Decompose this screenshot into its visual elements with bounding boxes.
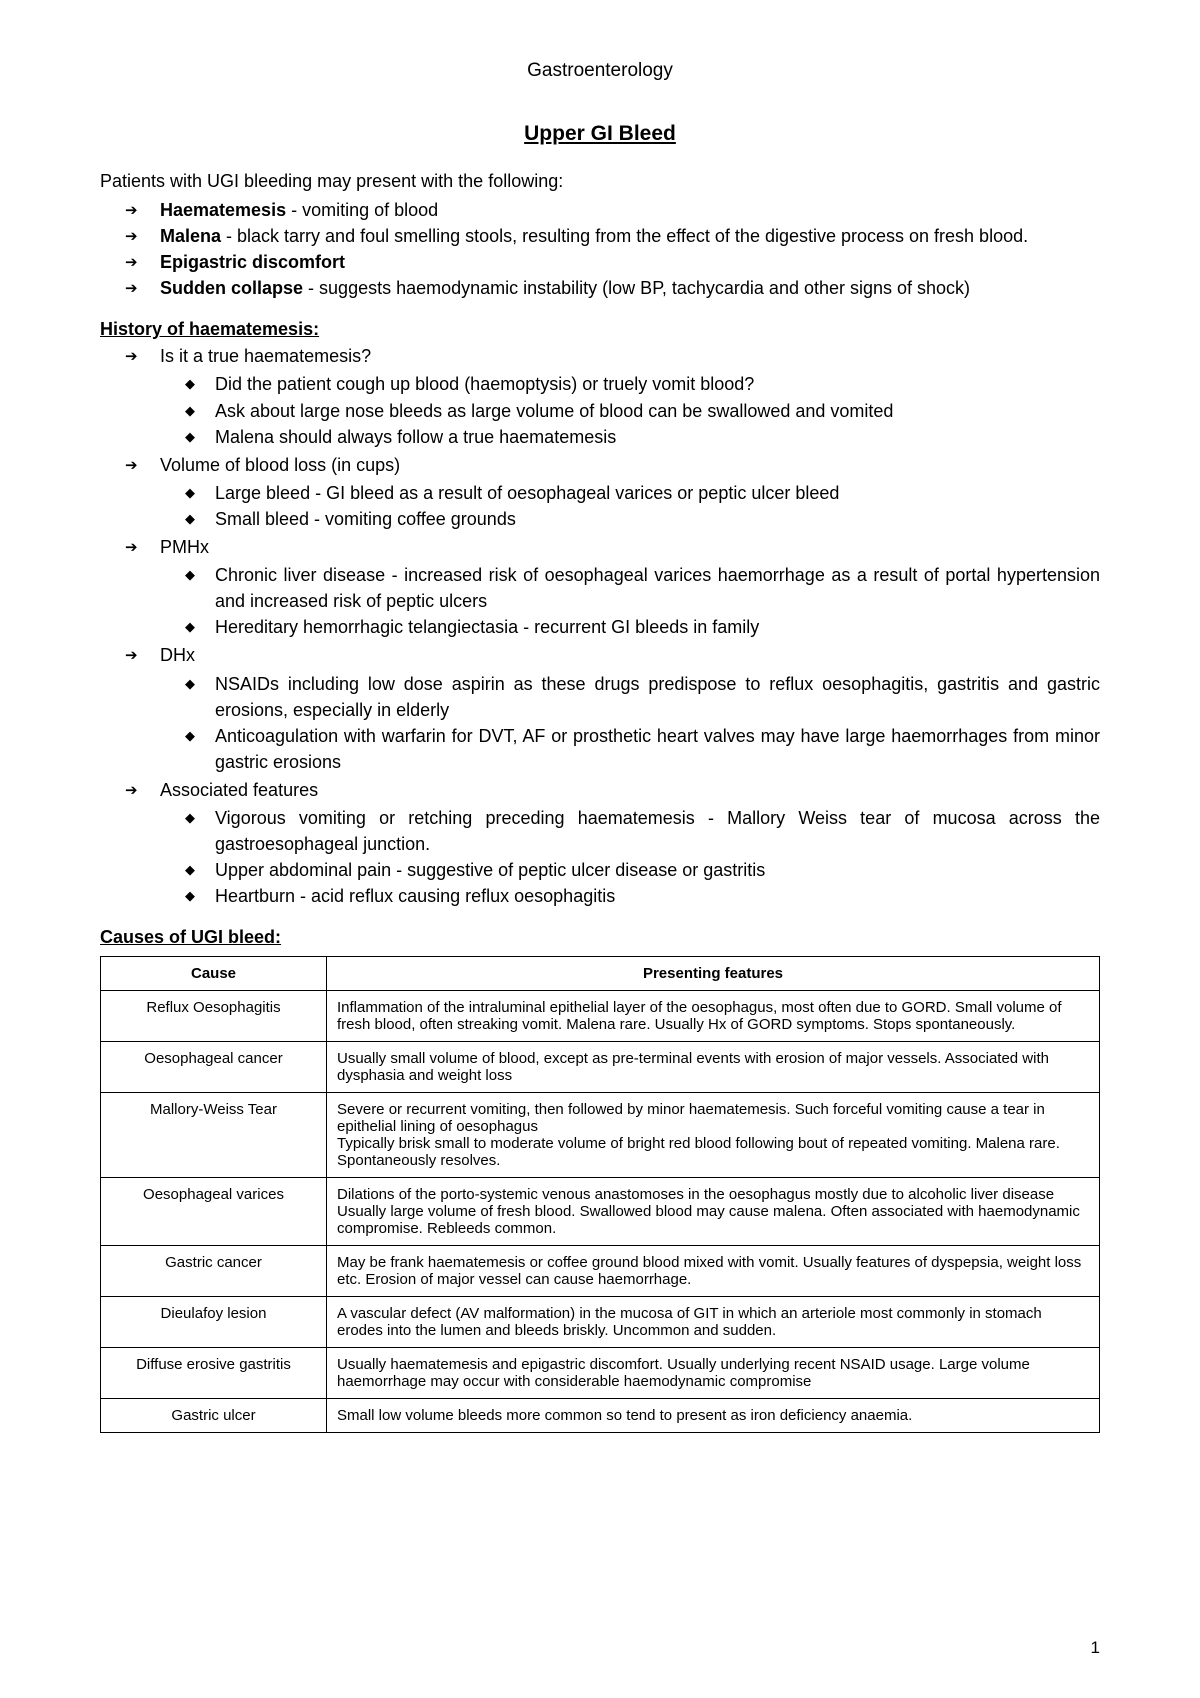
page-title: Upper GI Bleed bbox=[100, 122, 1100, 146]
features-cell: Usually small volume of blood, except as… bbox=[327, 1042, 1100, 1093]
term: Sudden collapse bbox=[160, 278, 303, 298]
list-item: Is it a true haematemesis? Did the patien… bbox=[160, 343, 1100, 449]
list-item: Did the patient cough up blood (haemopty… bbox=[215, 371, 1100, 397]
features-cell: Inflammation of the intraluminal epithel… bbox=[327, 991, 1100, 1042]
list-item: Epigastric discomfort bbox=[160, 249, 1100, 275]
table-row: Oesophageal varicesDilations of the port… bbox=[101, 1178, 1100, 1246]
list-item: Heartburn - acid reflux causing reflux o… bbox=[215, 883, 1100, 909]
list-item: Haematemesis - vomiting of blood bbox=[160, 197, 1100, 223]
cause-cell: Gastric cancer bbox=[101, 1246, 327, 1297]
features-cell: Small low volume bleeds more common so t… bbox=[327, 1399, 1100, 1433]
history-label: Is it a true haematemesis? bbox=[160, 346, 371, 366]
sub-list: Vigorous vomiting or retching preceding … bbox=[160, 805, 1100, 909]
term-desc: - black tarry and foul smelling stools, … bbox=[221, 226, 1028, 246]
term-desc: - suggests haemodynamic instability (low… bbox=[303, 278, 970, 298]
table-row: Dieulafoy lesionA vascular defect (AV ma… bbox=[101, 1297, 1100, 1348]
history-label: DHx bbox=[160, 645, 195, 665]
history-label: Volume of blood loss (in cups) bbox=[160, 455, 400, 475]
cause-cell: Reflux Oesophagitis bbox=[101, 991, 327, 1042]
history-heading: History of haematemesis: bbox=[100, 319, 1100, 340]
cause-cell: Gastric ulcer bbox=[101, 1399, 327, 1433]
history-list: Is it a true haematemesis? Did the patien… bbox=[100, 343, 1100, 909]
causes-heading: Causes of UGI bleed: bbox=[100, 927, 1100, 948]
cause-cell: Oesophageal varices bbox=[101, 1178, 327, 1246]
list-item: Ask about large nose bleeds as large vol… bbox=[215, 398, 1100, 424]
list-item: Chronic liver disease - increased risk o… bbox=[215, 562, 1100, 614]
list-item: Small bleed - vomiting coffee grounds bbox=[215, 506, 1100, 532]
list-item: Anticoagulation with warfarin for DVT, A… bbox=[215, 723, 1100, 775]
table-row: Gastric ulcerSmall low volume bleeds mor… bbox=[101, 1399, 1100, 1433]
term-desc: - vomiting of blood bbox=[286, 200, 438, 220]
page: Gastroenterology Upper GI Bleed Patients… bbox=[0, 0, 1200, 1698]
features-cell: Dilations of the porto-systemic venous a… bbox=[327, 1178, 1100, 1246]
list-item: Sudden collapse - suggests haemodynamic … bbox=[160, 275, 1100, 301]
list-item: Hereditary hemorrhagic telangiectasia - … bbox=[215, 614, 1100, 640]
table-row: Oesophageal cancerUsually small volume o… bbox=[101, 1042, 1100, 1093]
sub-list: Did the patient cough up blood (haemopty… bbox=[160, 371, 1100, 449]
list-item: Upper abdominal pain - suggestive of pep… bbox=[215, 857, 1100, 883]
cause-cell: Mallory-Weiss Tear bbox=[101, 1093, 327, 1178]
sub-list: NSAIDs including low dose aspirin as the… bbox=[160, 671, 1100, 775]
list-item: Volume of blood loss (in cups) Large blee… bbox=[160, 452, 1100, 532]
features-cell: Usually haematemesis and epigastric disc… bbox=[327, 1348, 1100, 1399]
history-label: Associated features bbox=[160, 780, 318, 800]
sub-list: Chronic liver disease - increased risk o… bbox=[160, 562, 1100, 640]
sub-list: Large bleed - GI bleed as a result of oe… bbox=[160, 480, 1100, 532]
intro-text: Patients with UGI bleeding may present w… bbox=[100, 171, 1100, 192]
term: Epigastric discomfort bbox=[160, 252, 345, 272]
list-item: NSAIDs including low dose aspirin as the… bbox=[215, 671, 1100, 723]
features-cell: May be frank haematemesis or coffee grou… bbox=[327, 1246, 1100, 1297]
cause-cell: Oesophageal cancer bbox=[101, 1042, 327, 1093]
table-row: Mallory-Weiss TearSevere or recurrent vo… bbox=[101, 1093, 1100, 1178]
table-header-cause: Cause bbox=[101, 957, 327, 991]
list-item: Malena should always follow a true haema… bbox=[215, 424, 1100, 450]
cause-cell: Diffuse erosive gastritis bbox=[101, 1348, 327, 1399]
list-item: Large bleed - GI bleed as a result of oe… bbox=[215, 480, 1100, 506]
table-row: Reflux OesophagitisInflammation of the i… bbox=[101, 991, 1100, 1042]
presentation-list: Haematemesis - vomiting of bloodMalena -… bbox=[100, 197, 1100, 301]
list-item: Malena - black tarry and foul smelling s… bbox=[160, 223, 1100, 249]
term: Haematemesis bbox=[160, 200, 286, 220]
causes-table: Cause Presenting features Reflux Oesopha… bbox=[100, 956, 1100, 1433]
features-cell: Severe or recurrent vomiting, then follo… bbox=[327, 1093, 1100, 1178]
list-item: Vigorous vomiting or retching preceding … bbox=[215, 805, 1100, 857]
table-row: Gastric cancerMay be frank haematemesis … bbox=[101, 1246, 1100, 1297]
list-item: Associated features Vigorous vomiting or … bbox=[160, 777, 1100, 909]
list-item: PMHx Chronic liver disease - increased ri… bbox=[160, 534, 1100, 640]
list-item: DHx NSAIDs including low dose aspirin as … bbox=[160, 642, 1100, 774]
table-header-features: Presenting features bbox=[327, 957, 1100, 991]
top-header: Gastroenterology bbox=[100, 60, 1100, 82]
features-cell: A vascular defect (AV malformation) in t… bbox=[327, 1297, 1100, 1348]
page-number: 1 bbox=[1091, 1638, 1100, 1658]
cause-cell: Dieulafoy lesion bbox=[101, 1297, 327, 1348]
term: Malena bbox=[160, 226, 221, 246]
table-row: Diffuse erosive gastritisUsually haemate… bbox=[101, 1348, 1100, 1399]
history-label: PMHx bbox=[160, 537, 209, 557]
